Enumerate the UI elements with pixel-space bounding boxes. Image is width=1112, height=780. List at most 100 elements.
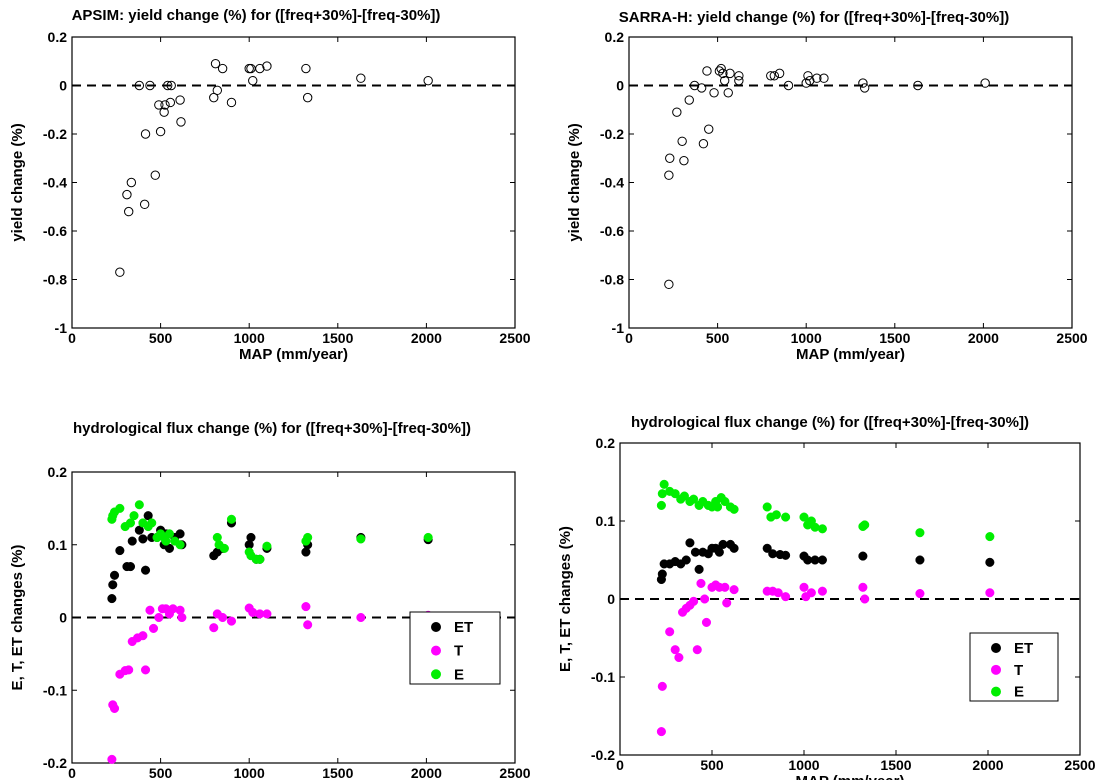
plot-frame bbox=[71, 36, 516, 329]
data-point-yield bbox=[672, 107, 682, 117]
y-tick-label: 0 bbox=[59, 610, 67, 626]
x-tick-label: 0 bbox=[68, 765, 76, 780]
y-tick-label: -0.2 bbox=[43, 755, 67, 771]
data-point-yield bbox=[664, 279, 674, 290]
chart-sarrah-flux: hydrological flux change (%) for ([freq+… bbox=[557, 414, 1096, 780]
data-point-yield bbox=[150, 170, 160, 180]
data-point-yield bbox=[702, 66, 712, 76]
data-point-e bbox=[226, 514, 237, 524]
data-point-et bbox=[134, 525, 144, 535]
data-point-et bbox=[694, 564, 704, 574]
data-point-t bbox=[154, 612, 164, 623]
data-point-t bbox=[817, 586, 827, 596]
x-tick-label: 500 bbox=[706, 330, 730, 346]
x-tick-label: 1000 bbox=[788, 757, 819, 773]
x-tick-label: 1000 bbox=[234, 765, 265, 780]
legend-label-e: E bbox=[1014, 684, 1024, 701]
data-point-t bbox=[303, 620, 313, 630]
data-point-yield bbox=[696, 83, 707, 93]
data-point-e bbox=[161, 536, 171, 546]
data-point-yield bbox=[212, 85, 223, 96]
data-point-t bbox=[177, 612, 187, 623]
y-tick-label: -1 bbox=[612, 320, 625, 336]
data-point-yield bbox=[725, 68, 735, 79]
data-point-yield bbox=[166, 80, 176, 91]
data-point-et bbox=[729, 543, 739, 553]
x-tick-label: 0 bbox=[625, 330, 633, 346]
y-tick-label: -1 bbox=[55, 320, 68, 336]
chart-panel-apsim-flux: hydrological flux change (%) for ([freq+… bbox=[0, 390, 556, 780]
data-point-e bbox=[679, 491, 689, 501]
x-tick-label: 2000 bbox=[411, 765, 442, 780]
data-point-e bbox=[134, 500, 144, 510]
data-point-e bbox=[423, 532, 433, 543]
data-point-e bbox=[125, 518, 136, 528]
data-point-et bbox=[109, 570, 120, 580]
data-point-yield bbox=[423, 75, 433, 86]
data-point-yield bbox=[210, 58, 221, 69]
data-point-yield bbox=[162, 80, 173, 91]
data-point-yield bbox=[139, 199, 150, 210]
data-point-t bbox=[729, 585, 739, 595]
data-point-t bbox=[858, 582, 868, 592]
data-point-yield bbox=[734, 75, 744, 86]
chart-apsim-yield: APSIM: yield change (%) for ([freq+30%]-… bbox=[9, 7, 531, 363]
data-point-e bbox=[762, 502, 772, 512]
data-point-yield bbox=[301, 63, 311, 74]
data-point-yield bbox=[140, 129, 151, 139]
data-point-yield bbox=[723, 88, 733, 98]
data-point-e bbox=[115, 503, 125, 513]
data-point-t bbox=[226, 616, 237, 626]
legend-marker-e bbox=[991, 686, 1001, 697]
x-tick-label: 1500 bbox=[322, 765, 353, 780]
data-point-t bbox=[674, 652, 684, 663]
data-point-t bbox=[656, 727, 666, 737]
data-point-yield bbox=[913, 80, 923, 91]
data-point-yield bbox=[122, 189, 132, 200]
y-tick-label: -0.6 bbox=[43, 223, 67, 239]
data-point-t bbox=[209, 623, 219, 633]
data-point-e bbox=[810, 522, 820, 532]
data-point-yield bbox=[255, 63, 265, 74]
data-point-e bbox=[656, 500, 666, 510]
data-point-yield bbox=[783, 80, 794, 91]
data-point-t bbox=[140, 665, 151, 675]
data-point-et bbox=[985, 557, 995, 567]
data-point-yield bbox=[665, 153, 675, 163]
data-point-yield bbox=[160, 100, 170, 110]
y-tick-label: 0.2 bbox=[48, 29, 68, 45]
chart-apsim-flux: hydrological flux change (%) for ([freq+… bbox=[9, 420, 531, 780]
data-point-et bbox=[714, 547, 724, 557]
legend-label-e: E bbox=[454, 666, 464, 683]
data-point-yield bbox=[217, 63, 228, 74]
data-point-yield bbox=[812, 73, 822, 83]
x-tick-label: 2500 bbox=[499, 765, 530, 780]
data-point-yield bbox=[248, 75, 258, 86]
data-point-t bbox=[696, 578, 706, 588]
data-point-t bbox=[985, 588, 995, 598]
data-point-e bbox=[915, 528, 925, 538]
data-point-yield bbox=[154, 100, 164, 110]
data-point-t bbox=[722, 598, 732, 608]
x-tick-label: 500 bbox=[149, 330, 173, 346]
x-tick-label: 2000 bbox=[968, 330, 999, 346]
x-tick-label: 2500 bbox=[1056, 330, 1087, 346]
chart-title: APSIM: yield change (%) for ([freq+30%]-… bbox=[72, 7, 441, 24]
legend-marker-e bbox=[431, 669, 441, 680]
data-point-yield bbox=[819, 73, 829, 83]
legend-marker-t bbox=[431, 645, 441, 656]
data-point-yield bbox=[155, 126, 166, 137]
x-tick-label: 2000 bbox=[972, 757, 1003, 773]
y-axis-label: E, T, ET changes (%) bbox=[9, 545, 26, 691]
data-point-e bbox=[689, 494, 699, 504]
y-tick-label: -0.4 bbox=[600, 175, 624, 191]
data-point-e bbox=[720, 496, 730, 507]
x-tick-label: 0 bbox=[616, 757, 624, 773]
legend-box bbox=[409, 611, 501, 685]
data-point-yield bbox=[159, 107, 169, 117]
data-point-et bbox=[164, 543, 175, 553]
data-point-yield bbox=[165, 97, 176, 108]
data-point-et bbox=[127, 536, 137, 546]
data-point-e bbox=[860, 520, 870, 530]
data-point-yield bbox=[689, 80, 700, 91]
